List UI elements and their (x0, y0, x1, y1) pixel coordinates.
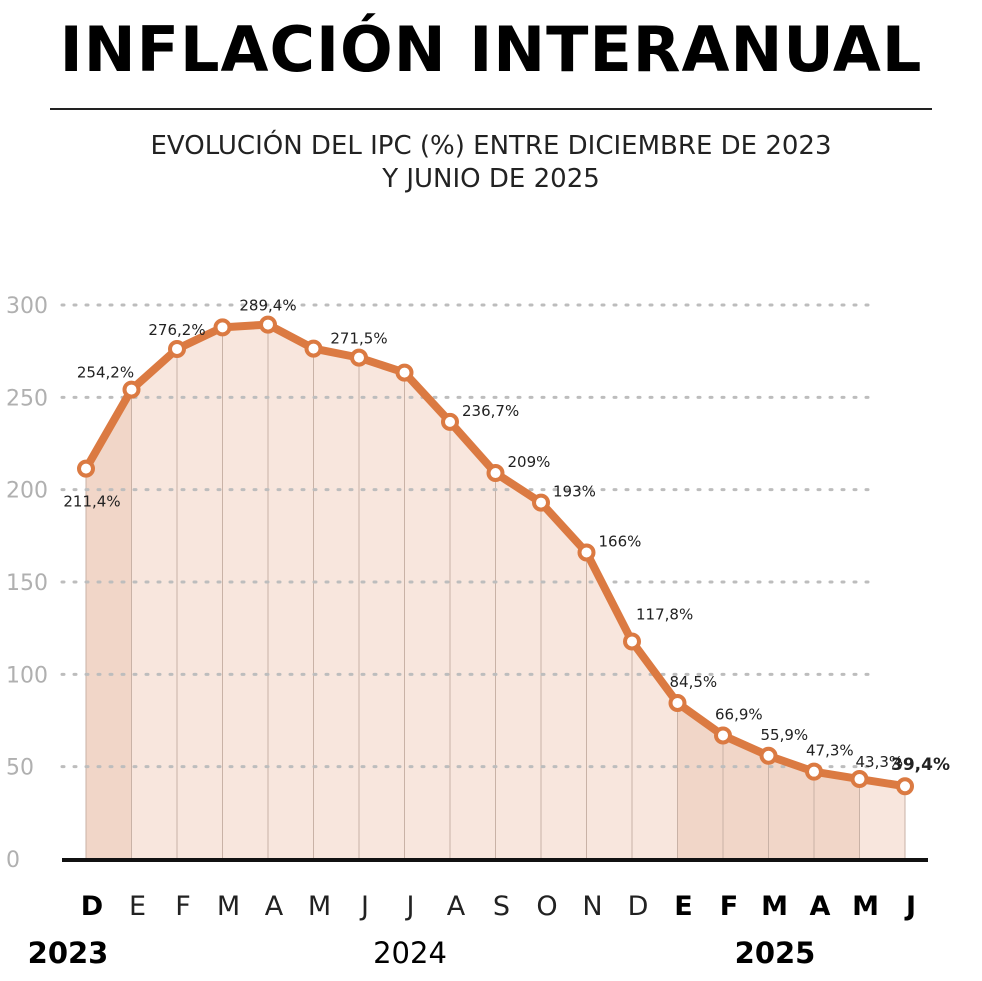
area-band (359, 357, 405, 859)
data-label: 211,4% (63, 493, 120, 511)
x-tick-label: D (628, 891, 649, 922)
x-tick-label: S (493, 891, 510, 922)
data-point (213, 318, 232, 337)
area-band (131, 348, 177, 859)
subtitle-line-1: EVOLUCIÓN DEL IPC (%) ENTRE DICIEMBRE DE… (150, 131, 832, 161)
x-tick-label: A (447, 891, 466, 922)
data-point (259, 315, 277, 334)
area-band (177, 327, 223, 859)
data-label: 209% (508, 453, 551, 471)
data-point (577, 543, 596, 562)
data-label: 254,2% (77, 364, 134, 382)
area-band (313, 348, 359, 859)
area-band (541, 502, 587, 859)
area-band (859, 779, 905, 859)
x-tick-label: M (217, 891, 240, 922)
year-label: 2023 (28, 936, 109, 970)
y-tick-label: 150 (6, 571, 48, 596)
x-tick-label: M (852, 891, 879, 922)
data-label: 47,3% (806, 742, 854, 760)
data-point (395, 363, 414, 382)
area-band (268, 324, 314, 859)
x-tick-label: F (175, 891, 191, 922)
x-tick-label: M (761, 891, 788, 922)
chart-title: INFLACIÓN INTERANUAL (59, 13, 923, 86)
y-tick-label: 0 (6, 848, 20, 873)
data-point (759, 746, 778, 765)
data-label: 55,9% (761, 726, 809, 744)
data-point (350, 348, 368, 367)
data-label: 271,5% (330, 330, 387, 348)
data-label: 236,7% (462, 402, 519, 420)
data-label: 43,3% (856, 753, 904, 771)
area-band (768, 755, 814, 859)
x-tick-label: N (582, 891, 602, 922)
data-label: 193% (553, 483, 596, 501)
data-point (441, 412, 459, 431)
year-label: 2024 (373, 936, 447, 970)
data-point (850, 770, 869, 789)
data-label: 276,2% (148, 321, 205, 339)
x-tick-label: A (265, 891, 284, 922)
area-band (404, 372, 450, 859)
area-band (495, 473, 541, 859)
x-tick-label: A (810, 891, 831, 922)
y-tick-label: 250 (6, 386, 48, 411)
data-point (304, 339, 323, 358)
data-point (714, 726, 732, 745)
data-point (486, 464, 505, 483)
y-tick-label: 50 (6, 756, 34, 781)
x-tick-label: J (359, 891, 369, 922)
y-tick-label: 200 (6, 479, 48, 504)
data-label: 117,8% (636, 605, 693, 623)
x-tick-label: F (720, 891, 738, 922)
data-point (168, 339, 186, 358)
x-tick-label: E (674, 891, 692, 922)
x-tick-label: D (81, 891, 103, 922)
area-band (586, 552, 632, 859)
x-tick-label: J (405, 891, 415, 922)
x-tick-label: J (904, 891, 916, 922)
x-tick-label: M (308, 891, 331, 922)
area-band (677, 702, 723, 859)
area-band (222, 324, 268, 859)
subtitle-line-2: Y JUNIO DE 2025 (382, 164, 600, 194)
data-point (896, 777, 914, 796)
area-band (86, 389, 132, 859)
area-band (814, 771, 860, 859)
title-divider (50, 108, 932, 110)
data-label: 66,9% (715, 705, 763, 723)
data-label: 84,5% (670, 673, 718, 691)
data-point (623, 632, 641, 651)
data-point (122, 380, 141, 399)
data-point (77, 459, 95, 478)
chart-subtitle: EVOLUCIÓN DEL IPC (%) ENTRE DICIEMBRE DE… (0, 130, 982, 196)
y-tick-label: 300 (6, 294, 48, 319)
area-band (632, 641, 678, 859)
year-label: 2025 (735, 936, 816, 970)
x-tick-label: E (129, 891, 146, 922)
data-label: 39,4% (891, 755, 950, 775)
y-tick-label: 100 (6, 663, 48, 688)
data-label: 166% (599, 532, 642, 550)
data-point (532, 493, 550, 512)
area-band (450, 421, 496, 859)
x-tick-label: O (536, 891, 557, 922)
data-label: 289,4% (239, 297, 296, 315)
data-point (805, 762, 823, 781)
data-point (668, 693, 687, 712)
